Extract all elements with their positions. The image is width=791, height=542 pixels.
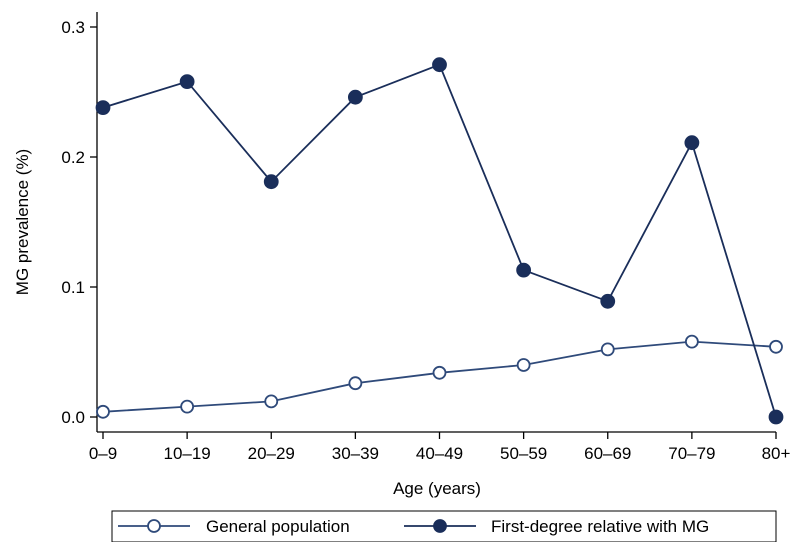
data-point [347, 89, 363, 105]
data-point [684, 135, 700, 151]
data-point [96, 404, 110, 419]
x-tick-label: 40–49 [416, 444, 463, 463]
data-point [264, 394, 279, 409]
legend-entry-general-population: General population [118, 517, 350, 536]
data-point [179, 74, 195, 89]
data-point [348, 376, 363, 391]
x-axis-ticks: 0–9 10–19 20–29 30–39 40–49 50–59 60–69 70–79 80… [89, 432, 791, 463]
data-point [516, 262, 532, 278]
y-axis-title: MG prevalence (%) [13, 149, 32, 295]
x-tick-label: 70–79 [668, 444, 715, 463]
x-tick-label: 60–69 [584, 444, 631, 463]
x-tick-label: 30–39 [332, 444, 379, 463]
legend: General population First-degree relative… [111, 510, 777, 542]
x-tick-label: 0–9 [89, 444, 117, 463]
legend-entry-first-degree: First-degree relative with MG [404, 517, 709, 536]
data-point [180, 399, 195, 414]
y-axis-ticks: 0.0 0.1 0.2 0.3 [61, 18, 97, 427]
series-line [102, 63, 777, 418]
data-point [263, 174, 279, 190]
series-layer [95, 57, 784, 425]
data-point [516, 358, 531, 372]
y-tick-label: 0.1 [61, 278, 85, 297]
x-tick-label: 50–59 [500, 444, 547, 463]
x-tick-label: 10–19 [163, 444, 210, 463]
data-point [768, 409, 784, 425]
legend-label-general: General population [206, 517, 350, 536]
series-first-degree-relative [95, 57, 784, 425]
data-point [684, 334, 699, 349]
x-axis-title: Age (years) [393, 479, 481, 498]
data-point [432, 57, 447, 73]
y-tick-label: 0.2 [61, 148, 85, 167]
legend-marker-hollow-circle-icon [147, 519, 161, 533]
data-point [95, 100, 111, 115]
data-point [600, 293, 616, 309]
legend-marker-filled-circle-icon [433, 519, 447, 533]
series-general-population [96, 334, 783, 419]
plot-area: 0.0 0.1 0.2 0.3 0–9 10–19 20–29 30–39 40–49 50–5… [61, 12, 790, 463]
data-point [769, 339, 783, 354]
y-tick-label: 0.0 [61, 408, 85, 427]
data-point [600, 342, 615, 357]
x-tick-label: 80+ [762, 444, 791, 463]
x-tick-label: 20–29 [248, 444, 295, 463]
legend-label-first-degree: First-degree relative with MG [491, 517, 709, 536]
y-tick-label: 0.3 [61, 18, 85, 37]
data-point [432, 365, 447, 380]
